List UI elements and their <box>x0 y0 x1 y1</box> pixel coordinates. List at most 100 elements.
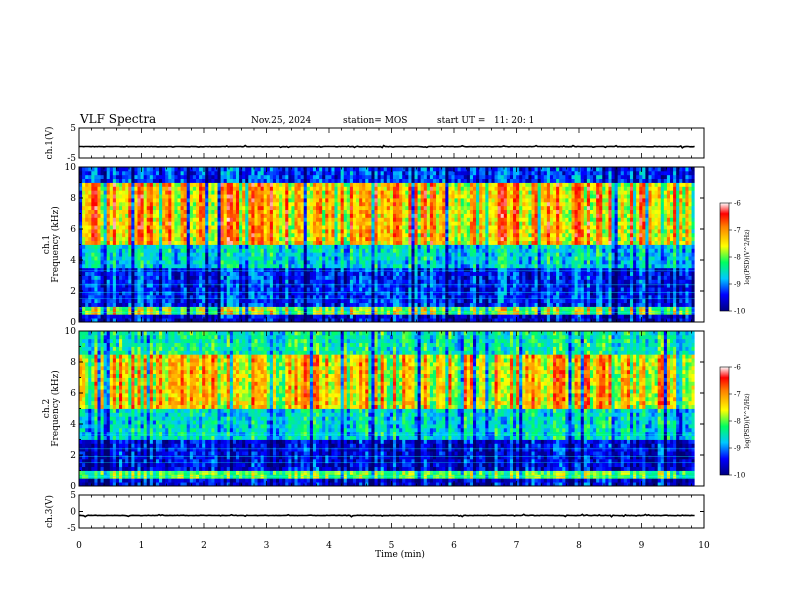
spectrogram-cell <box>509 263 514 269</box>
spectrogram-cell <box>642 236 646 242</box>
spectrogram-cell <box>128 267 132 273</box>
spectrogram-cell <box>562 283 566 288</box>
spectrogram-cell <box>666 236 671 242</box>
spectrogram-cell <box>159 302 163 307</box>
spectrogram-cell <box>688 263 692 269</box>
spectrogram-cell <box>463 236 468 242</box>
spectrogram-cell <box>691 302 696 307</box>
spectrogram-cell <box>257 248 262 253</box>
spectrogram-cell <box>183 225 188 230</box>
spectrogram-cell <box>620 279 625 284</box>
spectrogram-cell <box>617 240 622 245</box>
spectrogram-cell <box>337 229 342 234</box>
spectrogram-cell <box>457 229 462 234</box>
spectrogram-cell <box>399 260 403 265</box>
spectrogram-cell <box>100 244 105 249</box>
spectrogram-cell <box>556 267 560 273</box>
spectrogram-cell <box>131 318 135 323</box>
spectrogram-cell <box>509 248 514 253</box>
spectrogram-cell <box>476 287 480 292</box>
spectrogram-cell <box>411 318 415 323</box>
spectrogram-cell <box>614 287 619 292</box>
spectrogram-cell <box>491 229 495 234</box>
spectrogram-cell <box>189 256 194 261</box>
spectrogram-cell <box>362 256 366 261</box>
spectrogram-cell <box>199 229 203 234</box>
spectrogram-cell <box>565 275 569 280</box>
spectrogram-cell <box>242 252 246 257</box>
spectrogram-cell <box>654 236 659 242</box>
spectrogram-cell <box>451 279 455 284</box>
spectrogram-cell <box>528 275 532 280</box>
spectrogram-cell <box>103 302 108 307</box>
spectrogram-cell <box>485 260 489 265</box>
spectrogram-cell <box>454 271 459 276</box>
spectrogram-cell <box>626 244 631 249</box>
spectrogram-cell <box>586 236 591 242</box>
spectrogram-cell <box>645 318 649 323</box>
spectrogram-cell <box>519 232 523 238</box>
spectrogram-cell <box>263 256 268 261</box>
spectrogram-cell <box>229 248 234 253</box>
spectrogram-cell <box>648 291 652 296</box>
spectrogram-cell <box>513 240 517 245</box>
spectrogram-cell <box>211 248 215 253</box>
spectrogram-cell <box>531 291 535 296</box>
spectrogram-cell <box>349 271 354 276</box>
spectrogram-cell <box>79 283 83 288</box>
spectrogram-cell <box>316 248 320 253</box>
spectrogram-cell <box>337 306 342 311</box>
spectrogram-cell <box>128 248 132 253</box>
spectrogram-cell <box>429 314 434 319</box>
spectrogram-cell <box>109 263 114 269</box>
spectrogram-cell <box>100 248 105 253</box>
spectrogram-cell <box>162 318 166 323</box>
spectrogram-cell <box>155 294 160 300</box>
spectrogram-cell <box>602 236 606 242</box>
spectrogram-cell <box>670 291 674 296</box>
spectrogram-cell <box>488 294 492 300</box>
spectrogram-cell <box>420 232 425 238</box>
spectrogram-cell <box>543 302 548 307</box>
spectrogram-cell <box>639 229 643 234</box>
spectrogram-cell <box>602 232 606 238</box>
spectrogram-cell <box>522 275 526 280</box>
spectrogram-cell <box>202 232 206 238</box>
spectrogram-cell <box>368 256 372 261</box>
spectrogram-cell <box>639 232 643 238</box>
spectrogram-cell <box>559 318 563 323</box>
spectrogram-cell <box>168 279 172 284</box>
spectrogram-cell <box>596 279 600 284</box>
spectrogram-cell <box>682 314 686 319</box>
spectrogram-cell <box>485 252 489 257</box>
spectrogram-cell <box>88 244 92 249</box>
spectrogram-cell <box>334 236 338 242</box>
spectrogram-cell <box>337 298 342 304</box>
spectrogram-cell <box>242 244 246 249</box>
spectrogram-cell <box>553 318 557 323</box>
spectrogram-cell <box>146 225 151 230</box>
spectrogram-cell <box>531 275 535 280</box>
spectrogram-cell <box>365 283 369 288</box>
spectrogram-cell <box>389 267 394 273</box>
spectrogram-cell <box>463 271 468 276</box>
spectrogram-cell <box>562 229 566 234</box>
spectrogram-cell <box>159 314 163 319</box>
spectrogram-cell <box>623 248 628 253</box>
spectrogram-cell <box>660 267 665 273</box>
spectrogram-cell <box>682 260 686 265</box>
spectrogram-cell <box>451 236 455 242</box>
spectrogram-cell <box>426 263 431 269</box>
spectrogram-cell <box>633 267 637 273</box>
spectrogram-cell <box>331 318 335 323</box>
spectrogram-cell <box>408 291 412 296</box>
spectrogram-cell <box>346 287 351 292</box>
spectrogram-cell <box>112 287 117 292</box>
spectrogram-cell <box>186 229 191 234</box>
spectrogram-cell <box>482 275 486 280</box>
spectrogram-cell <box>676 306 680 311</box>
spectrogram-cell <box>294 256 298 261</box>
spectrogram-cell <box>673 244 677 249</box>
spectrogram-cell <box>380 236 385 242</box>
spectrogram-cell <box>128 263 132 269</box>
